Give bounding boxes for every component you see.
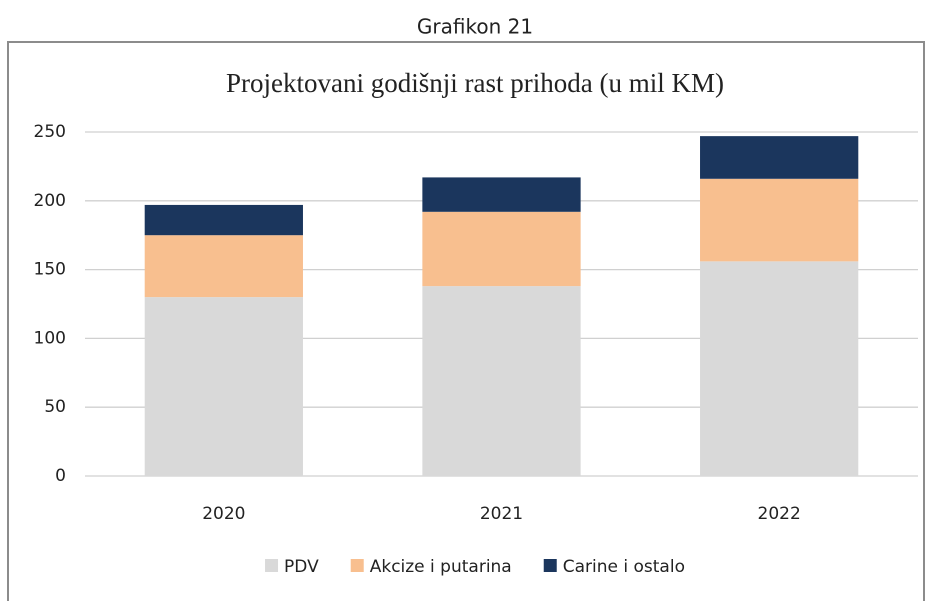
x-tick-label: 2022 <box>758 504 801 524</box>
legend-label: Carine i ostalo <box>563 557 685 577</box>
chart-title: Projektovani godišnji rast prihoda (u mi… <box>226 68 724 98</box>
header: Grafikon 21 <box>417 15 533 39</box>
y-tick-label: 250 <box>34 122 66 142</box>
bar-segment <box>144 235 303 298</box>
bar-segment <box>422 177 581 212</box>
x-tick-label: 2020 <box>202 504 245 524</box>
bar-segment <box>700 136 859 179</box>
bar-segment <box>144 297 303 476</box>
bar-segment <box>700 261 859 476</box>
y-tick-label: 150 <box>34 260 66 280</box>
y-tick-label: 50 <box>44 397 66 417</box>
legend-label: Akcize i putarina <box>370 557 512 577</box>
legend-swatch <box>543 559 557 572</box>
y-tick-label: 100 <box>34 328 66 348</box>
chart-frame <box>7 41 925 601</box>
x-tick-label: 2021 <box>480 504 523 524</box>
y-tick-label: 0 <box>55 466 66 486</box>
bar-segment <box>144 204 303 236</box>
legend-swatch <box>265 559 279 572</box>
bar-segment <box>422 286 581 476</box>
bar-segment <box>422 211 581 287</box>
legend-label: PDV <box>284 557 319 577</box>
legend-swatch <box>350 559 364 572</box>
bar-segment <box>700 178 859 262</box>
y-tick-label: 200 <box>34 191 66 211</box>
